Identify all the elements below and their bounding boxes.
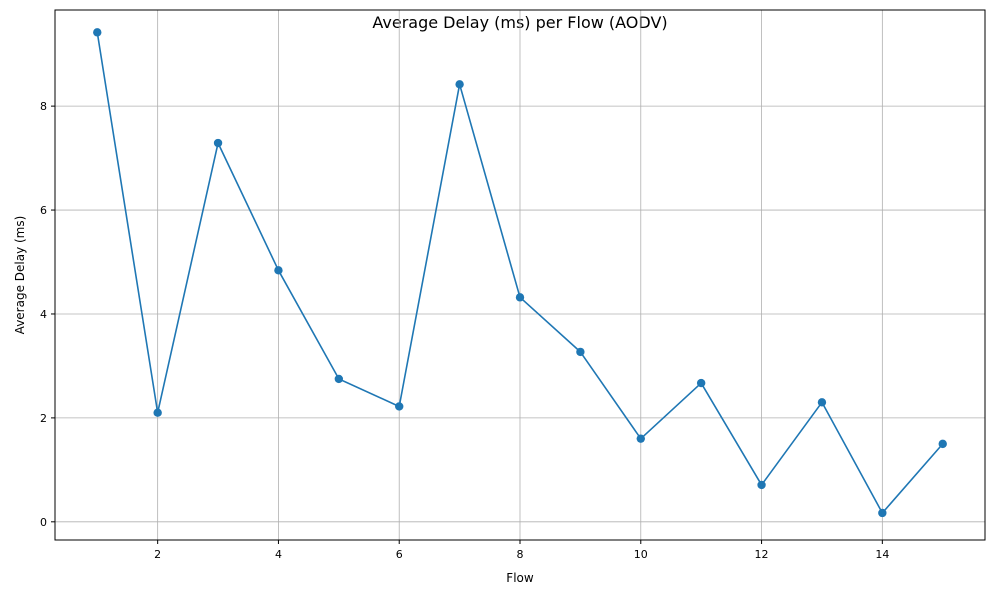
data-point [213,138,223,148]
data-point [93,28,102,37]
x-tick-label: 8 [517,548,524,561]
data-point [817,398,827,407]
y-tick-label: 4 [40,308,47,321]
data-point [757,480,766,490]
data-point [878,508,887,518]
x-tick-label: 12 [755,548,769,561]
x-tick-label: 4 [275,548,282,561]
x-axis-ticks: 2 4 6 8 10 12 14 [154,540,889,561]
series-line-group [93,28,947,518]
y-tick-label: 8 [40,100,47,113]
data-point [515,293,525,302]
data-point [696,378,706,388]
x-tick-label: 2 [154,548,161,561]
x-tick-label: 10 [634,548,648,561]
y-tick-label: 6 [40,204,47,217]
data-point [395,402,404,411]
y-tick-label: 2 [40,412,47,425]
x-axis-label: Flow [506,571,534,585]
y-axis-label: Average Delay (ms) [13,216,27,335]
data-point [636,434,645,443]
data-point [576,347,585,357]
data-point [153,408,162,417]
y-axis-ticks: 0 2 4 6 8 [40,100,55,529]
y-tick-label: 0 [40,516,47,529]
data-point [334,374,344,384]
grid-lines [55,10,985,540]
data-point [938,439,947,449]
x-tick-label: 6 [396,548,403,561]
data-point [274,266,283,275]
x-tick-label: 14 [875,548,889,561]
data-point [455,80,464,89]
